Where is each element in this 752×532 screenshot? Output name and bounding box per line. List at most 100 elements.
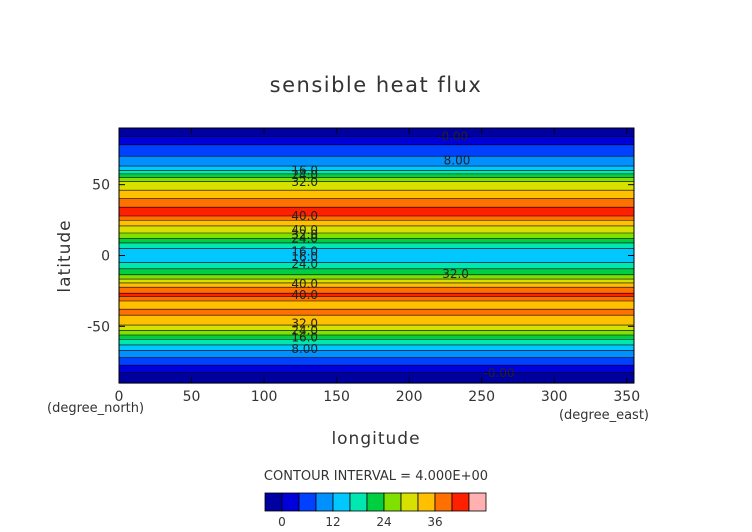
heatmap-band — [119, 373, 634, 375]
heatmap-band — [119, 333, 634, 335]
heatmap-band — [119, 370, 634, 372]
heatmap-band — [119, 189, 634, 191]
contour-label: 16.0 — [291, 164, 318, 178]
heatmap-band — [119, 176, 634, 178]
heatmap-band — [119, 279, 634, 281]
heatmap-band — [119, 309, 634, 311]
x-tick-label: 200 — [396, 389, 423, 405]
heatmap-band — [119, 364, 634, 366]
heatmap-band — [119, 143, 634, 145]
heatmap-band — [119, 305, 634, 307]
heatmap-band — [119, 378, 634, 380]
x-tick-label: 50 — [183, 389, 201, 405]
heatmap-band — [119, 218, 634, 220]
colorbar — [264, 492, 487, 512]
heatmap-band — [119, 209, 634, 211]
heatmap-band — [119, 135, 634, 137]
heatmap-band — [119, 376, 634, 378]
heatmap-band — [119, 273, 634, 275]
heatmap-band — [119, 295, 634, 297]
heatmap-band — [119, 217, 634, 219]
heatmap-band — [119, 212, 634, 214]
contour-label: 16.0 — [291, 331, 318, 345]
heatmap-band — [119, 367, 634, 369]
heatmap-band — [119, 366, 634, 368]
heatmap-band — [119, 277, 634, 279]
contour-label: 40.0 — [291, 223, 318, 237]
heatmap-band — [119, 131, 634, 133]
heatmap-band — [119, 146, 634, 148]
heatmap-band — [119, 316, 634, 318]
heatmap-band — [119, 369, 634, 371]
heatmap-band — [119, 241, 634, 243]
colorbar-tick-label: 24 — [376, 515, 391, 529]
heatmap-band — [119, 166, 634, 168]
heatmap-band — [119, 260, 634, 262]
heatmap-band — [119, 289, 634, 291]
heatmap-band — [119, 155, 634, 157]
heatmap-band — [119, 361, 634, 363]
colorbar-swatch — [417, 492, 436, 512]
colorbar-tick-label: 0 — [278, 515, 286, 529]
heatmap-band — [119, 235, 634, 237]
heatmap-band — [119, 363, 634, 365]
heatmap-band — [119, 156, 634, 158]
heatmap-band — [119, 263, 634, 265]
heatmap-band — [119, 128, 634, 130]
heatmap-band — [119, 335, 634, 337]
heatmap-band — [119, 266, 634, 268]
heatmap-band — [119, 179, 634, 181]
y-tick-label: -50 — [87, 319, 110, 335]
x-unit-label: (degree_east) — [559, 408, 649, 423]
heatmap-band — [119, 247, 634, 249]
heatmap-band — [119, 317, 634, 319]
heatmap-band — [119, 168, 634, 170]
heatmap-band — [119, 141, 634, 143]
heatmap-band — [119, 199, 634, 201]
heatmap-band — [119, 265, 634, 267]
heatmap-band — [119, 145, 634, 147]
heatmap-band — [119, 290, 634, 292]
heatmap-band — [119, 359, 634, 361]
heatmap-band — [119, 134, 634, 136]
heatmap-band — [119, 296, 634, 298]
heatmap-band — [119, 162, 634, 164]
heatmap-band — [119, 154, 634, 156]
heatmap-band — [119, 171, 634, 173]
contour-label: 8.00 — [444, 154, 471, 168]
heatmap-band — [119, 308, 634, 310]
heatmap-band — [119, 358, 634, 360]
colorbar-tick-label: 12 — [325, 515, 340, 529]
heatmap-band — [119, 221, 634, 223]
heatmap-band — [119, 264, 634, 266]
heatmap-band — [119, 213, 634, 215]
heatmap-band — [119, 355, 634, 357]
contour-interval-text: CONTOUR INTERVAL = 4.000E+00 — [264, 469, 488, 484]
heatmap-band — [119, 267, 634, 269]
heatmap-band — [119, 346, 634, 348]
heatmap-band — [119, 349, 634, 351]
heatmap-band — [119, 147, 634, 149]
heatmap-band — [119, 323, 634, 325]
heatmap-band — [119, 287, 634, 289]
heatmap-band — [119, 151, 634, 153]
heatmap-band — [119, 201, 634, 203]
heatmap-band — [119, 226, 634, 228]
heatmap-band — [119, 163, 634, 165]
colorbar-swatch — [468, 492, 487, 512]
plot-area: -0.008.0016.024.032.040.040.032.024.016.… — [119, 128, 634, 384]
heatmap-band — [119, 303, 634, 305]
heatmap-band — [119, 233, 634, 235]
heatmap-band — [119, 307, 634, 309]
colorbar-swatch — [400, 492, 419, 512]
heatmap-band — [119, 182, 634, 184]
heatmap-band — [119, 341, 634, 343]
heatmap-band — [119, 345, 634, 347]
heatmap-band — [119, 245, 634, 247]
heatmap-band — [119, 129, 634, 131]
heatmap-band — [119, 158, 634, 160]
heatmap-band — [119, 196, 634, 198]
heatmap-band — [119, 297, 634, 299]
heatmap-band — [119, 281, 634, 283]
heatmap-band — [119, 371, 634, 373]
